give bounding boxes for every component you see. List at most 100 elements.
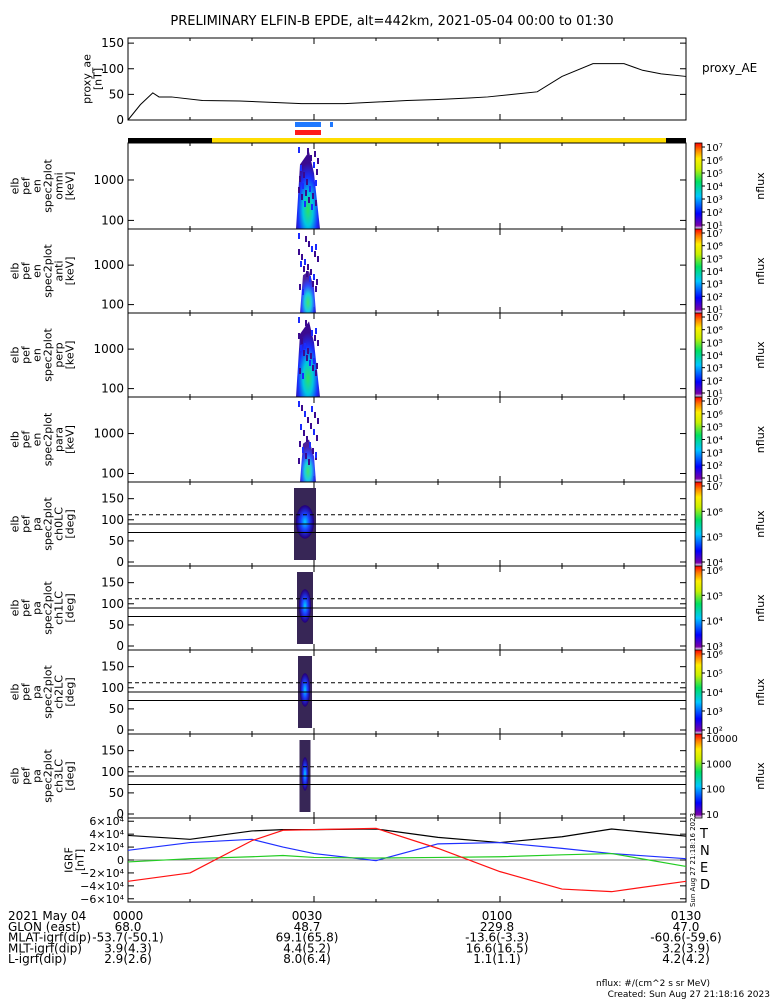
spec-perp-frame xyxy=(127,312,687,398)
pa-ch1LC-ylabel-line: ch1LC xyxy=(53,591,66,625)
spec-perp-speckle xyxy=(304,343,306,349)
footer-row-label: MLAT-igrf(dip) xyxy=(8,931,91,945)
pa-ch1LC-ylabel-line: pef xyxy=(20,598,33,617)
spec-anti-speckle xyxy=(299,284,301,290)
pa-ch2LC-ylabel-line: pef xyxy=(20,682,33,701)
plot-title: PRELIMINARY ELFIN-B EPDE, alt=442km, 202… xyxy=(170,14,613,29)
igrf-series-D xyxy=(127,827,687,893)
footer-row-value: 4.4(5.2) xyxy=(283,941,331,955)
spec-para-ylabel-line: para xyxy=(53,427,66,452)
spec-omni-ylabel-line: omni xyxy=(53,172,66,199)
pa-ch0LC-ylabel-line: pa xyxy=(31,517,44,531)
spec-omni-cbar-label: 10⁶ xyxy=(706,156,723,167)
spec-omni-speckle xyxy=(299,176,301,182)
spec-perp-speckle xyxy=(307,348,309,354)
spec-anti-cbar-label: 10⁷ xyxy=(706,229,723,240)
units-note: nflux: #/(cm^2 s sr MeV) xyxy=(596,979,710,989)
pa-ch0LC-ytick-label: 150 xyxy=(101,492,124,506)
pa-ch2LC-cbar-title-text: nflux xyxy=(754,678,767,706)
pa-ch3LC-ytick-label: 0 xyxy=(116,807,124,821)
pa-ch1LC-ytick-label: 150 xyxy=(101,576,124,590)
spec-perp-cbar-label: 10⁵ xyxy=(706,338,723,349)
pa-ch3LC-cbar-label: 100 xyxy=(706,785,725,796)
igrf-ylabel-line: IGRF xyxy=(63,847,76,873)
pa-ch2LC-ytick-label: 150 xyxy=(101,660,124,674)
spec-perp-data xyxy=(296,317,320,397)
spec-para-cbar-title-text: nflux xyxy=(754,425,767,453)
pa-ch3LC-ytick-label: 150 xyxy=(101,744,124,758)
pa-ch2LC-flux-core xyxy=(300,673,310,707)
spec-perp-ylabel-line: spec2plot xyxy=(42,328,55,382)
spec-perp-cbar-title-text: nflux xyxy=(754,341,767,369)
pa-ch3LC-ylabel-line: ch3LC xyxy=(53,759,66,793)
igrf-ytick-label: −2×10⁴ xyxy=(80,867,124,880)
spec-para-speckle xyxy=(314,412,316,418)
pa-ch1LC-flux-core xyxy=(299,589,311,623)
spec-omni-cbar-label: 10¹ xyxy=(706,221,723,232)
pa-ch3LC-flux-core xyxy=(301,757,309,791)
igrf-series-T xyxy=(127,828,687,844)
pa-ch1LC-cbar-label: 10⁴ xyxy=(706,617,723,628)
spec-para-ylabel-line: [keV] xyxy=(64,425,77,454)
spec-perp-speckle xyxy=(299,368,301,374)
pa-ch1LC-ylabel-line: elb xyxy=(9,600,22,617)
footer-row-value: 0030 xyxy=(292,909,323,923)
spec-omni-speckle xyxy=(298,187,300,193)
spec-para-cbar-label: 10¹ xyxy=(706,474,723,485)
pa-ch1LC-ylabel-line: spec2plot xyxy=(42,581,55,635)
proxy-ae-ytick-label: 100 xyxy=(101,62,124,76)
spec-anti-speckle xyxy=(305,236,307,242)
proxy-ae-ylabel: proxy_ae[nT] xyxy=(81,54,105,104)
spec-anti-speckle xyxy=(313,274,315,280)
pa-ch2LC-cbar-label: 10⁶ xyxy=(706,650,723,661)
created-stamp-vertical: Sun Aug 27 21:18:16 2023 xyxy=(689,813,697,907)
pa-ch2LC-ylabel-line: [deg] xyxy=(64,677,77,706)
spec-anti-speckle xyxy=(310,269,312,275)
pa-ch3LC-ytick-label: 100 xyxy=(101,765,124,779)
sz-marker-blue-small xyxy=(330,122,333,127)
pa-ch0LC-flux-core xyxy=(296,505,314,539)
spec-perp-cbar-title: nflux xyxy=(754,341,767,369)
footer-row-value: 69.1(65.8) xyxy=(276,931,339,945)
pa-ch0LC-ylabel-line: elb xyxy=(9,516,22,533)
spec-omni-ylabel-line: [keV] xyxy=(64,172,77,201)
pa-ch1LC-ytick-label: 50 xyxy=(109,618,124,632)
spec-anti-cbar-label: 10³ xyxy=(706,280,723,291)
proxy-ae-ylabel-line: [nT] xyxy=(92,68,105,90)
footer-row-label: GLON (east) xyxy=(8,920,81,934)
spec-perp-speckle xyxy=(301,338,303,344)
spec-perp-cbar-label: 10⁴ xyxy=(706,351,723,362)
pa-ch1LC-cbar-title: nflux xyxy=(754,594,767,622)
pa-ch2LC-ylabel-line: ch2LC xyxy=(53,675,66,709)
igrf-ytick-label: −4×10⁴ xyxy=(80,880,124,893)
spec-perp-speckle xyxy=(312,365,314,371)
pa-ch3LC-cbar-label: 10 xyxy=(706,810,719,821)
pa-ch3LC-ylabel-line: pef xyxy=(20,766,33,785)
spec-anti-ylabel-line: anti xyxy=(53,260,66,281)
spec-para-speckle xyxy=(309,442,311,448)
spec-para-speckle xyxy=(301,405,303,411)
spec-para-speckle xyxy=(316,435,318,441)
footer-row-value: 0100 xyxy=(482,909,513,923)
spec-perp-speckle xyxy=(308,325,310,331)
spec-anti-data xyxy=(298,233,319,313)
footer-row-value: 16.6(16.5) xyxy=(466,941,529,955)
spec-omni-speckle xyxy=(305,190,307,196)
pa-ch2LC-ytick-label: 0 xyxy=(116,723,124,737)
pa-ch1LC-ytick-label: 0 xyxy=(116,639,124,653)
spec-perp-speckle xyxy=(309,360,311,366)
spec-para-cbar-title: nflux xyxy=(754,425,767,453)
footer-row-value: -13.6(-3.3) xyxy=(465,931,529,945)
sz-marker-red xyxy=(295,130,321,135)
spec-omni-cbar-label: 10⁵ xyxy=(706,169,723,180)
pa-ch1LC-colorbar xyxy=(694,565,703,651)
igrf-legend-E: E xyxy=(700,861,708,876)
spec-omni-speckle xyxy=(309,186,311,192)
footer-row-value: 47.0 xyxy=(673,920,700,934)
footer-row-value: 1.1(1.1) xyxy=(473,952,521,966)
spec-perp-speckle xyxy=(300,345,302,351)
pa-ch2LC-ytick-label: 100 xyxy=(101,681,124,695)
spec-omni-speckle xyxy=(307,148,309,154)
